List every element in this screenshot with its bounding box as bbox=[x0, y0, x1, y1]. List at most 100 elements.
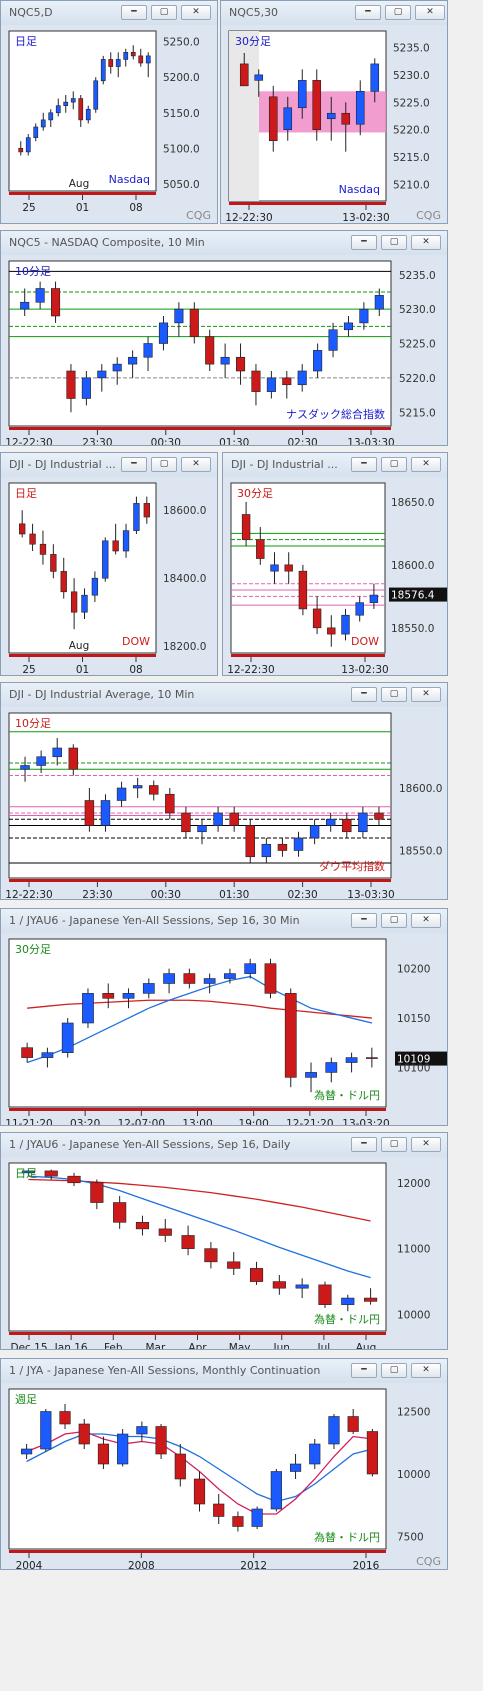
candle-body bbox=[347, 1416, 359, 1432]
candle-body bbox=[328, 1416, 340, 1445]
candle-body bbox=[100, 59, 106, 82]
candle-body bbox=[81, 377, 91, 399]
candle-body bbox=[297, 80, 307, 109]
candle-body bbox=[68, 747, 79, 770]
candle-body bbox=[20, 765, 30, 770]
x-tick-label: Jun bbox=[273, 1342, 290, 1350]
maximize-button[interactable]: ▢ bbox=[381, 1363, 407, 1378]
close-button[interactable]: ✕ bbox=[415, 5, 445, 20]
chart-window[interactable]: 1 / JYAU6 - Japanese Yen-All Sessions, S… bbox=[0, 908, 448, 1126]
candle-body bbox=[266, 377, 276, 392]
candle-body bbox=[40, 119, 46, 128]
close-button[interactable]: ✕ bbox=[411, 1137, 441, 1152]
chart-window[interactable]: 1 / JYAU6 - Japanese Yen-All Sessions, S… bbox=[0, 1132, 448, 1350]
x-tick-label: 01:30 bbox=[219, 437, 249, 446]
candle-body bbox=[66, 370, 76, 399]
minimize-button[interactable]: ━ bbox=[351, 457, 377, 472]
y-tick-label: 5215.0 bbox=[399, 407, 436, 419]
x-tick-label: 12-22:30 bbox=[227, 664, 274, 676]
candle-body bbox=[21, 1170, 35, 1174]
title-bar[interactable]: 1 / JYAU6 - Japanese Yen-All Sessions, S… bbox=[1, 909, 447, 933]
minimize-button[interactable]: ━ bbox=[121, 5, 147, 20]
candle-body bbox=[97, 370, 107, 379]
candle-body bbox=[224, 973, 236, 979]
candle-body bbox=[341, 112, 351, 125]
candle-body bbox=[39, 543, 47, 555]
maximize-button[interactable]: ▢ bbox=[381, 235, 407, 250]
candle-body bbox=[232, 1516, 244, 1527]
y-tick-label: 5210.0 bbox=[393, 180, 430, 192]
time-bar bbox=[231, 654, 385, 657]
minimize-button[interactable]: ━ bbox=[351, 1137, 377, 1152]
minimize-button[interactable]: ━ bbox=[355, 5, 381, 20]
minimize-button[interactable]: ━ bbox=[121, 457, 147, 472]
y-tick-label: 18550.0 bbox=[399, 846, 442, 858]
title-bar[interactable]: 1 / JYA - Japanese Yen-All Sessions, Mon… bbox=[1, 1359, 447, 1383]
candle-body bbox=[142, 983, 155, 994]
candle-body bbox=[326, 112, 336, 120]
maximize-button[interactable]: ▢ bbox=[381, 913, 407, 928]
x-tick-label: 00:30 bbox=[151, 889, 181, 900]
maximize-button[interactable]: ▢ bbox=[381, 457, 407, 472]
close-button[interactable]: ✕ bbox=[181, 5, 211, 20]
chart-window[interactable]: DJI - DJ Industrial ... ━ ▢ ✕ 日足 DOW 18600.0… bbox=[0, 452, 218, 676]
maximize-button[interactable]: ▢ bbox=[151, 457, 177, 472]
candle-body bbox=[163, 973, 175, 984]
y-tick-label: 10000 bbox=[397, 1469, 430, 1481]
candle-body bbox=[297, 370, 307, 386]
chart-window[interactable]: NQC5 - NASDAQ Composite, 10 Min ━ ▢ ✕ 10分足… bbox=[0, 230, 448, 446]
y-tick-label: 5220.0 bbox=[399, 373, 436, 385]
candle-body bbox=[359, 308, 369, 324]
title-bar[interactable]: NQC5 - NASDAQ Composite, 10 Min ━ ▢ ✕ bbox=[1, 231, 447, 255]
minimize-button[interactable]: ━ bbox=[351, 235, 377, 250]
title-bar[interactable]: DJI - DJ Industrial ... ━ ▢ ✕ bbox=[223, 453, 447, 477]
chart-window[interactable]: 1 / JYA - Japanese Yen-All Sessions, Mon… bbox=[0, 1358, 448, 1570]
y-tick-label: 10000 bbox=[397, 1310, 430, 1322]
maximize-button[interactable]: ▢ bbox=[385, 5, 411, 20]
candle-body bbox=[358, 812, 368, 833]
moving-average-line bbox=[28, 1175, 371, 1279]
minimize-button[interactable]: ━ bbox=[351, 913, 377, 928]
maximize-button[interactable]: ▢ bbox=[381, 1137, 407, 1152]
candle-body bbox=[97, 1443, 110, 1465]
x-tick-label: 12-22:30 bbox=[225, 212, 272, 224]
instrument-tag: DOW bbox=[122, 635, 150, 648]
x-tick-label: 2016 bbox=[353, 1560, 380, 1570]
chart-window[interactable]: NQC5,D ━ ▢ ✕ 日足 Nasdaq 5250.0 5200.0 5150.0 510… bbox=[0, 0, 218, 224]
candle-body bbox=[272, 1281, 286, 1289]
close-button[interactable]: ✕ bbox=[411, 913, 441, 928]
title-bar[interactable]: DJI - DJ Industrial Average, 10 Min ━ ▢ ✕ bbox=[1, 683, 447, 707]
x-tick-label: 19:00 bbox=[239, 1118, 269, 1126]
minimize-button[interactable]: ━ bbox=[351, 1363, 377, 1378]
y-tick-label: 7500 bbox=[397, 1532, 424, 1544]
x-tick-label: 23:30 bbox=[82, 889, 112, 900]
candle-body bbox=[135, 1221, 150, 1230]
close-button[interactable]: ✕ bbox=[411, 687, 441, 702]
last-price-label: 18576.4 bbox=[391, 590, 435, 602]
minimize-button[interactable]: ━ bbox=[351, 687, 377, 702]
y-tick-label: 18600.0 bbox=[163, 505, 206, 517]
cqg-logo: CQG bbox=[186, 209, 211, 222]
candle-body bbox=[113, 1202, 127, 1223]
chart-window[interactable]: DJI - DJ Industrial ... ━ ▢ ✕ 30分足 DOW 18650… bbox=[222, 452, 448, 676]
y-tick-label: 10150 bbox=[397, 1013, 430, 1025]
candle-body bbox=[52, 747, 62, 758]
close-button[interactable]: ✕ bbox=[411, 1363, 441, 1378]
chart-window[interactable]: DJI - DJ Industrial Average, 10 Min ━ ▢ ✕ … bbox=[0, 682, 448, 900]
title-bar[interactable]: DJI - DJ Industrial ... ━ ▢ ✕ bbox=[1, 453, 217, 477]
title-bar[interactable]: NQC5,30 ━ ▢ ✕ bbox=[221, 1, 447, 25]
close-button[interactable]: ✕ bbox=[411, 457, 441, 472]
maximize-button[interactable]: ▢ bbox=[381, 687, 407, 702]
close-button[interactable]: ✕ bbox=[411, 235, 441, 250]
x-tick-label: Apr bbox=[188, 1342, 207, 1350]
title-bar[interactable]: NQC5,D ━ ▢ ✕ bbox=[1, 1, 217, 25]
window-title: NQC5,D bbox=[9, 6, 53, 19]
chart-window[interactable]: NQC5,30 ━ ▢ ✕ 30分足 Nasdaq 5235.0 5230.0 5225.0… bbox=[220, 0, 448, 224]
y-tick-label: 5050.0 bbox=[163, 179, 200, 191]
close-button[interactable]: ✕ bbox=[181, 457, 211, 472]
candle-body bbox=[183, 973, 196, 984]
timeframe-label: 30分足 bbox=[235, 35, 271, 48]
maximize-button[interactable]: ▢ bbox=[151, 5, 177, 20]
time-bar bbox=[9, 879, 391, 882]
title-bar[interactable]: 1 / JYAU6 - Japanese Yen-All Sessions, S… bbox=[1, 1133, 447, 1157]
